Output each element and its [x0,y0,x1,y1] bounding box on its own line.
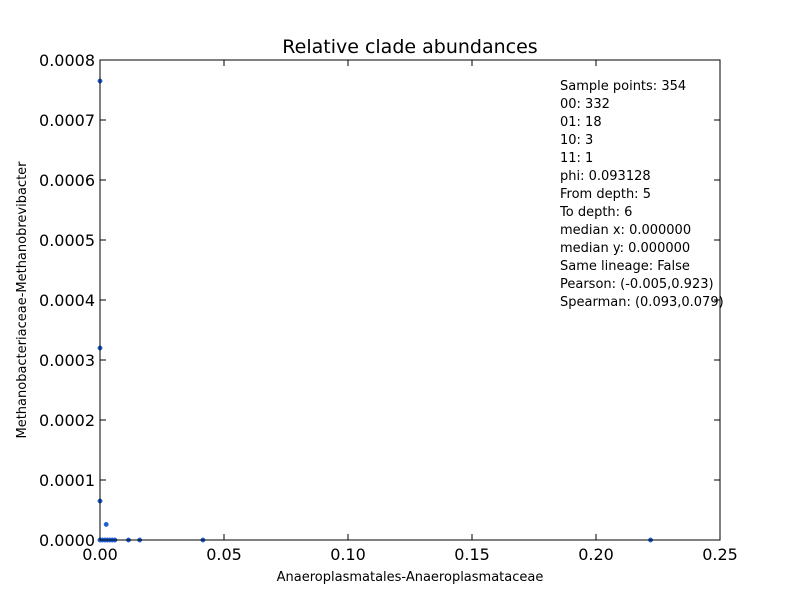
y-tick-label: 0.0002 [39,411,95,430]
stats-line: phi: 0.093128 [560,169,651,184]
data-points [97,78,654,543]
y-tick-label: 0.0001 [39,471,95,490]
stats-line: 01: 18 [560,115,602,130]
x-tick-label: 0.15 [454,545,490,564]
data-point [103,521,109,527]
x-tick-label: 0.05 [206,545,242,564]
stats-line: median y: 0.000000 [560,241,690,256]
y-tick-label: 0.0007 [39,111,95,130]
y-tick-label: 0.0005 [39,231,95,250]
y-tick-label: 0.0004 [39,291,95,310]
x-tick-label: 0.00 [82,545,118,564]
y-tick-label: 0.0003 [39,351,95,370]
y-tick-label: 0.0006 [39,171,95,190]
x-tick-label: 0.20 [578,545,614,564]
y-axis-title: Methanobacteriaceae-Methanobrevibacter [15,161,30,439]
stats-line: Pearson: (-0.005,0.923) [560,277,714,292]
y-tick-label: 0.0008 [39,51,95,70]
stats-line: Sample points: 354 [560,79,686,94]
x-axis: 0.00 0.05 0.10 0.15 0.20 0.25 [82,60,738,564]
y-tick-label: 0.0000 [39,531,95,550]
stats-line: 10: 3 [560,133,593,148]
y-axis: 0.0000 0.0001 0.0002 0.0003 0.0004 0.0005 0.00… [39,51,720,550]
stats-line: Spearman: (0.093,0.079) [560,295,724,310]
chart-title: Relative clade abundances [282,36,537,58]
stats-line: Same lineage: False [560,259,690,274]
x-tick-label: 0.25 [702,545,738,564]
stats-line: 11: 1 [560,151,593,166]
stats-line: To depth: 6 [559,205,632,220]
x-tick-label: 0.10 [330,545,366,564]
stats-line: 00: 332 [560,97,610,112]
stats-line: From depth: 5 [560,187,651,202]
x-axis-title: Anaeroplasmatales-Anaeroplasmataceae [277,570,544,585]
stats-line: median x: 0.000000 [560,223,691,238]
stats-annotation: Sample points: 354 00: 332 01: 18 10: 3 11: … [559,79,724,310]
